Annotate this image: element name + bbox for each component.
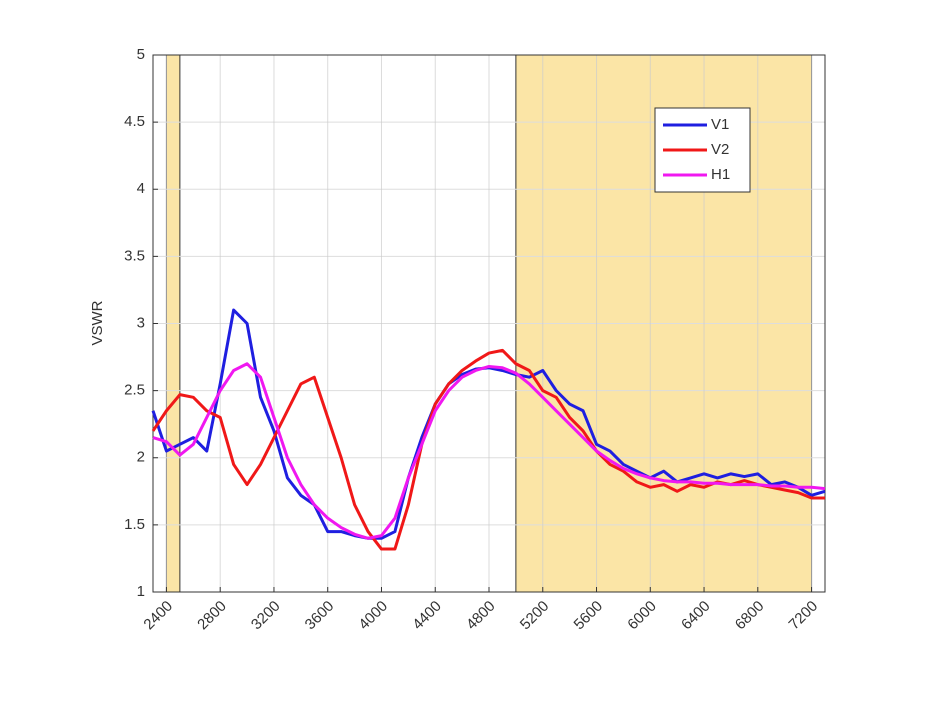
x-tick-label: 4400 (409, 598, 445, 634)
x-tick-label: 4000 (355, 598, 391, 634)
legend-label: V2 (711, 141, 729, 158)
legend-label: H1 (711, 166, 730, 183)
x-tick-label: 6000 (624, 598, 660, 634)
y-tick-label: 1 (137, 583, 145, 600)
y-tick-label: 3 (137, 314, 145, 331)
x-tick-label: 5200 (517, 598, 553, 634)
x-tick-label: 2800 (194, 598, 230, 634)
x-tick-label: 2400 (140, 598, 176, 634)
y-tick-label: 5 (137, 46, 145, 63)
y-tick-label: 1.5 (124, 516, 145, 533)
legend: V1 V2 H1 (654, 107, 751, 193)
y-tick-label: 2.5 (124, 382, 145, 399)
x-tick-label: 6800 (732, 598, 768, 634)
y-tick-label: 4.5 (124, 113, 145, 130)
x-tick-label: 3200 (248, 598, 284, 634)
series-line (152, 362, 826, 540)
x-tick-label: 5600 (571, 598, 607, 634)
x-tick-label: 3600 (302, 598, 338, 634)
y-tick-label: 4 (137, 180, 145, 197)
plot-frame (152, 54, 826, 593)
x-tick-label: 7200 (786, 598, 822, 634)
y-tick-label: 2 (137, 449, 145, 466)
x-tick-label: 6400 (678, 598, 714, 634)
legend-label: V1 (711, 116, 729, 133)
y-tick-label: 3.5 (124, 247, 145, 264)
x-tick-label: 4800 (463, 598, 499, 634)
y-axis-label: VSWR (89, 300, 106, 345)
